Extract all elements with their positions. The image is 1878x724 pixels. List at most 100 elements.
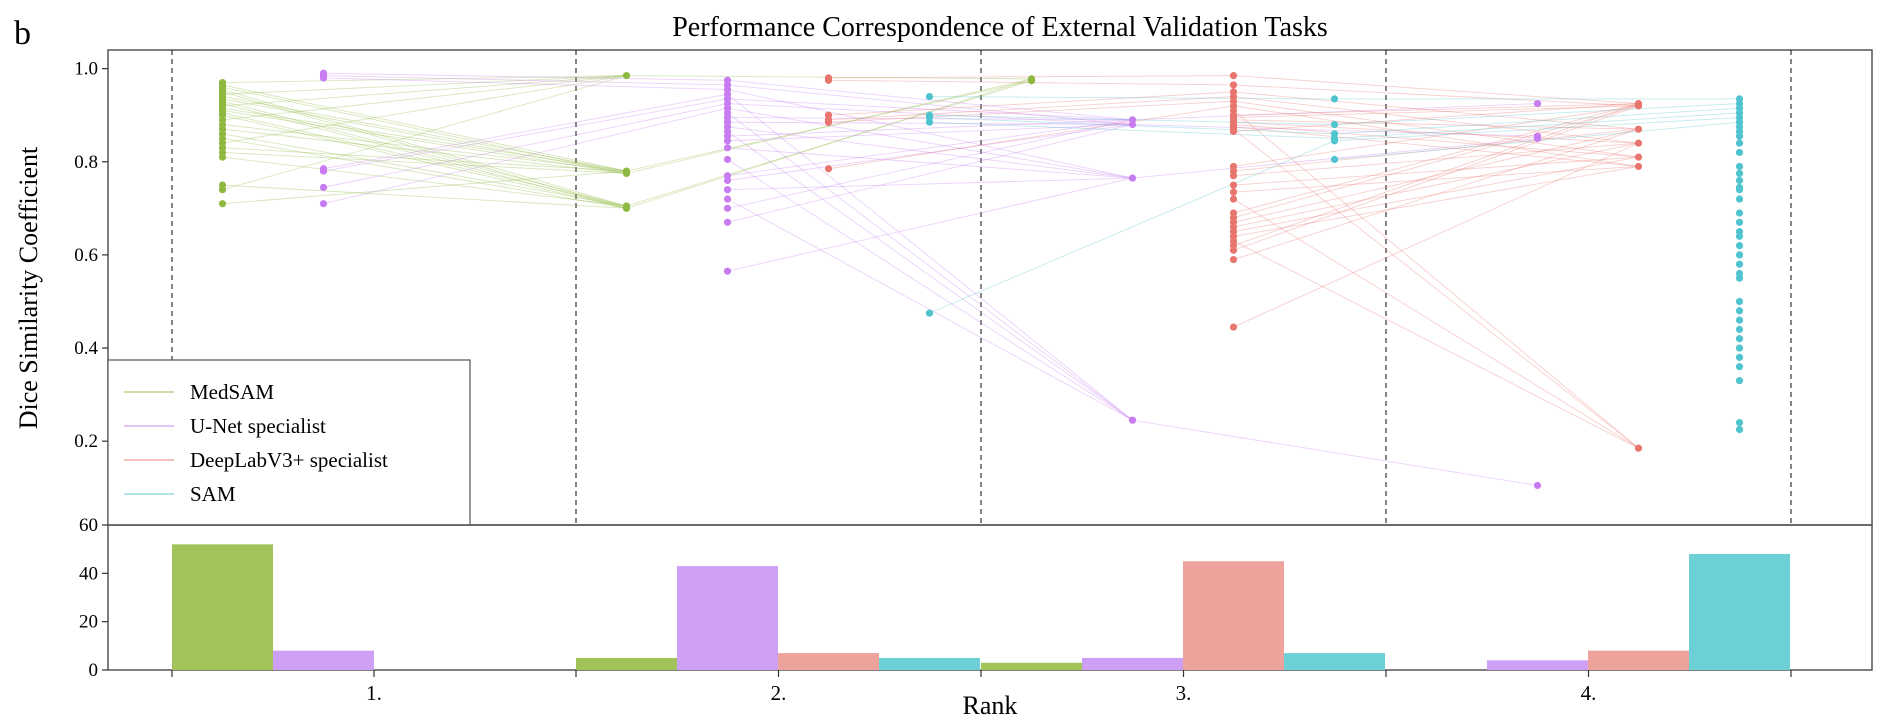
data-point [1735,363,1744,371]
correspondence-line [1334,112,1740,139]
correspondence-line [727,119,1133,177]
correspondence-line [222,107,627,172]
correspondence-line [1132,419,1538,486]
data-point [723,204,732,212]
correspondence-line [727,112,1133,421]
y-axis-label: Dice Similarity Coefficient [14,146,43,429]
correspondence-line [1233,240,1639,449]
bar-y-tick-label: 0 [89,660,99,681]
correspondence-line [1233,165,1639,193]
bar-frame [107,524,1873,671]
correspondence-line [1334,107,1740,135]
data-point [1229,72,1238,80]
data-point [1229,188,1238,196]
correspondence-line [222,133,627,207]
data-point [622,72,631,80]
correspondence-line [222,128,627,174]
correspondence-line [1233,119,1639,130]
bar [1284,653,1385,670]
bar [172,544,273,670]
y-tick-label: 0.6 [74,245,98,266]
correspondence-line [1233,142,1639,328]
data-point [218,200,227,208]
correspondence-line [222,114,627,209]
bar-y-tick-label: 40 [79,563,98,584]
correspondence-line [1233,100,1639,158]
correspondence-line [323,107,728,205]
correspondence-line [323,72,728,81]
correspondence-line [1233,124,1639,158]
correspondence-line [727,147,1133,179]
correspondence-line [727,107,1133,179]
data-point [1735,209,1744,217]
correspondence-line [727,119,1133,137]
data-point [1128,120,1137,129]
data-point [824,118,833,126]
correspondence-line [1233,128,1639,260]
data-point [622,204,631,212]
correspondence-line [828,96,1234,121]
correspondence-line [727,89,1133,179]
bars [172,544,1790,670]
correspondence-line [323,98,728,172]
scatter-panel: 1.0 0.8 0.6 0.4 0.2 Dice Similarity Coeffici… [14,49,1873,526]
correspondence-line [222,98,627,174]
data-point [1735,162,1744,171]
data-point [1128,416,1137,424]
correspondence-line [222,152,627,174]
correspondence-line [1233,75,1639,105]
correspondence-line [828,105,1234,170]
correspondence-line [626,80,1032,172]
correspondence-line [222,86,627,174]
correspondence-line [222,96,627,172]
data-point [1735,353,1744,361]
correspondence-line [1233,110,1639,449]
data-point [1735,169,1744,178]
data-point [1735,425,1744,434]
data-point [1735,218,1744,226]
correspondence-line [828,100,1234,123]
correspondence-line [1233,84,1639,107]
data-point [1027,77,1036,85]
correspondence-line [929,96,1335,100]
correspondence-line [1233,156,1639,233]
correspondence-line [1233,105,1639,251]
bar-x-tick-label: 3. [1176,681,1192,705]
correspondence-line [222,75,627,121]
correspondence-lines [222,72,1740,486]
correspondence-line [1233,121,1639,144]
data-point [723,144,732,152]
correspondence-line [222,84,627,172]
data-point [723,186,732,194]
correspondence-line [1233,198,1639,449]
data-point [824,76,833,84]
data-point [1634,139,1643,147]
correspondence-line [1233,142,1639,177]
data-point [1229,81,1238,89]
chart-title: Performance Correspondence of External V… [672,12,1328,43]
correspondence-line [1233,105,1639,167]
rank-dividers [171,50,1792,525]
correspondence-line [222,156,627,207]
bar-x-tick-label: 4. [1581,681,1597,705]
data-point [1330,120,1339,129]
bar-panel: 60 40 20 0 1. 2. 3. 4. Rank [79,515,1873,720]
correspondence-line [929,140,1335,314]
bar [778,653,879,670]
data-point [319,74,328,82]
data-point [1735,132,1744,140]
correspondence-line [626,80,1032,207]
correspondence-line [1233,126,1639,167]
data-point [723,267,732,275]
bar [273,650,374,670]
correspondence-line [1233,103,1639,132]
data-point [723,218,732,226]
bar [1588,650,1689,670]
bar-y-tick-label: 20 [79,612,98,633]
scatter-y-ticks: 1.0 0.8 0.6 0.4 0.2 [74,59,108,452]
legend-entry: SAM [190,482,236,506]
data-point [1229,246,1238,254]
correspondence-line [222,147,627,172]
data-point [1330,155,1339,164]
